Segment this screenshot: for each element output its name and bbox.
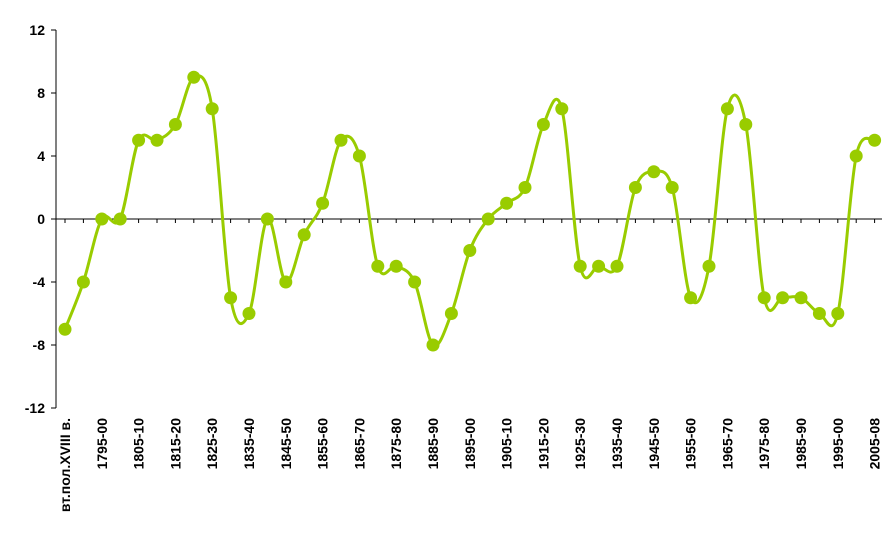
x-tick-label: 1895-00 bbox=[462, 418, 478, 470]
y-tick-label: 12 bbox=[29, 22, 45, 38]
x-tick-label: 1935-40 bbox=[609, 418, 625, 470]
x-tick-label: 1805-10 bbox=[131, 418, 147, 470]
data-point bbox=[371, 259, 385, 273]
y-tick-label: -4 bbox=[33, 274, 46, 290]
data-point bbox=[408, 275, 422, 289]
data-point bbox=[463, 244, 477, 257]
data-point bbox=[242, 307, 256, 320]
x-tick-label: 1995-00 bbox=[830, 418, 846, 470]
x-tick-label: 1985-90 bbox=[793, 418, 809, 470]
data-point bbox=[739, 118, 753, 131]
data-point bbox=[426, 338, 440, 352]
y-tick-label: 8 bbox=[37, 85, 45, 101]
data-point bbox=[812, 307, 826, 320]
data-point bbox=[500, 196, 514, 210]
x-tick-label: 2005-08 bbox=[867, 418, 883, 470]
data-point bbox=[592, 259, 606, 273]
data-point bbox=[647, 165, 661, 179]
data-point bbox=[316, 196, 330, 210]
data-point bbox=[573, 259, 587, 273]
data-point bbox=[481, 212, 495, 226]
data-point bbox=[720, 102, 734, 116]
data-point bbox=[168, 118, 182, 131]
y-tick-label: 4 bbox=[37, 148, 45, 164]
data-point bbox=[389, 259, 403, 273]
x-tick-label: 1855-60 bbox=[315, 418, 331, 470]
y-axis: -12 -8 -4 0 4 8 12 bbox=[25, 22, 57, 416]
data-point bbox=[205, 102, 219, 116]
data-point bbox=[776, 291, 790, 305]
x-tick-label: 1875-80 bbox=[388, 418, 404, 470]
data-point bbox=[757, 291, 771, 305]
data-point bbox=[260, 212, 274, 226]
data-point bbox=[132, 133, 146, 147]
series-line bbox=[63, 74, 876, 348]
data-point bbox=[665, 181, 679, 194]
x-tick-label: 1915-20 bbox=[535, 418, 551, 470]
x-axis: вт.пол.XVIII в. 1795-00 1805-10 1815-20 1825… bbox=[56, 218, 883, 512]
data-point bbox=[628, 181, 642, 194]
x-tick-label: 1865-70 bbox=[351, 418, 367, 470]
y-tick-label: -12 bbox=[25, 400, 45, 416]
data-points bbox=[58, 70, 882, 352]
data-point bbox=[518, 181, 532, 194]
data-point bbox=[794, 291, 808, 305]
x-tick-label: 1925-30 bbox=[572, 418, 588, 470]
data-point bbox=[849, 149, 863, 163]
data-point bbox=[536, 118, 550, 131]
y-tick-label: 0 bbox=[37, 211, 45, 227]
data-point bbox=[868, 133, 882, 147]
data-point bbox=[352, 149, 366, 163]
data-point bbox=[95, 212, 109, 226]
data-point bbox=[334, 133, 348, 147]
data-point bbox=[187, 70, 201, 84]
x-tick-label: 1885-90 bbox=[425, 418, 441, 470]
x-tick-label: 1905-10 bbox=[499, 418, 515, 470]
data-point bbox=[444, 307, 458, 320]
x-tick-label: 1815-20 bbox=[167, 418, 183, 470]
data-point bbox=[150, 133, 164, 147]
data-point bbox=[702, 259, 716, 273]
data-point bbox=[58, 322, 72, 336]
x-tick-label: 1825-30 bbox=[204, 418, 220, 470]
data-point bbox=[113, 212, 127, 226]
x-tick-label: 1945-50 bbox=[646, 418, 662, 470]
x-tick-label: 1835-40 bbox=[241, 418, 257, 470]
data-point bbox=[76, 275, 90, 289]
x-tick-label: вт.пол.XVIII в. bbox=[57, 418, 73, 512]
x-tick-label: 1955-60 bbox=[683, 418, 699, 470]
data-point bbox=[610, 259, 624, 273]
x-tick-label: 1975-80 bbox=[756, 418, 772, 470]
x-tick-label: 1965-70 bbox=[719, 418, 735, 470]
data-point bbox=[297, 228, 311, 242]
data-point bbox=[684, 291, 698, 305]
y-tick-label: -8 bbox=[33, 337, 46, 353]
data-point bbox=[224, 291, 238, 305]
data-point bbox=[555, 102, 569, 116]
x-tick-label: 1845-50 bbox=[278, 418, 294, 470]
x-tick-label: 1795-00 bbox=[94, 418, 110, 470]
data-point bbox=[279, 275, 293, 289]
data-point bbox=[831, 307, 845, 320]
